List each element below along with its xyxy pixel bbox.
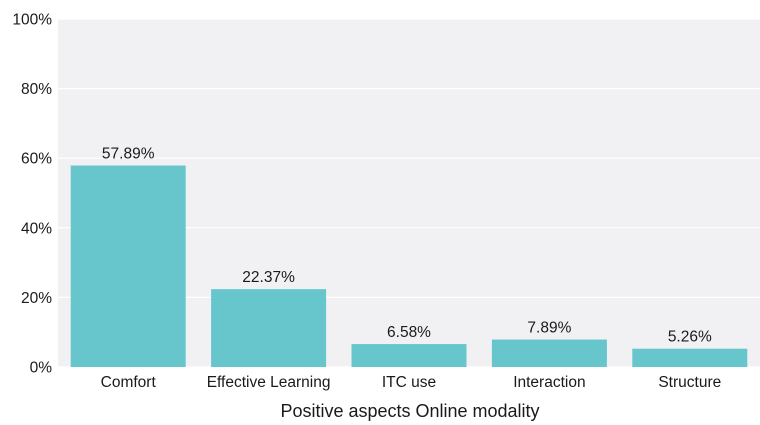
- y-axis-ticks: 0% 20% 40% 60% 80% 100%: [12, 12, 52, 377]
- data-label: 5.26%: [668, 329, 712, 346]
- data-label: 6.58%: [387, 324, 431, 341]
- y-tick-label: 80%: [21, 81, 52, 98]
- bars: [70, 165, 748, 367]
- bar: [70, 165, 186, 367]
- x-tick-label: Effective Learning: [207, 374, 331, 391]
- bar: [632, 348, 748, 367]
- x-tick-label: ITC use: [382, 374, 436, 391]
- y-tick-label: 20%: [21, 290, 52, 307]
- y-tick-label: 0%: [30, 360, 53, 377]
- data-label: 22.37%: [242, 269, 295, 286]
- x-tick-label: Comfort: [101, 374, 157, 391]
- bar: [491, 339, 607, 367]
- x-axis-ticks: Comfort Effective Learning ITC use Interact…: [101, 374, 722, 391]
- y-tick-label: 60%: [21, 151, 52, 168]
- data-labels: 57.89% 22.37% 6.58% 7.89% 5.26%: [102, 146, 712, 346]
- x-tick-label: Structure: [658, 374, 721, 391]
- bar: [351, 344, 467, 367]
- x-axis-title: Positive aspects Online modality: [280, 401, 539, 421]
- y-tick-label: 100%: [12, 12, 52, 29]
- x-tick-label: Interaction: [513, 374, 585, 391]
- bar: [211, 289, 327, 367]
- data-label: 7.89%: [527, 320, 571, 337]
- y-tick-label: 40%: [21, 220, 52, 237]
- data-label: 57.89%: [102, 146, 155, 163]
